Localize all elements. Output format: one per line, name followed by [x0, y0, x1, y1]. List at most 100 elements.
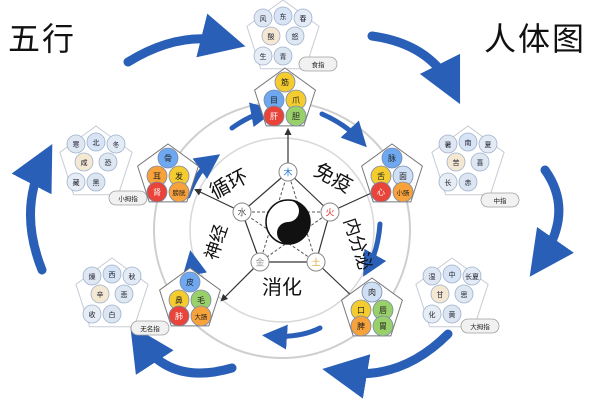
outer-bubble-label: 咸 — [81, 158, 88, 167]
inner-bubble-label: 筋 — [281, 77, 289, 87]
outer-bubble-label: 黑 — [93, 179, 100, 187]
outer-arrow — [529, 165, 574, 277]
outer-bubble: 收 — [82, 304, 102, 324]
ring-word-immunity: 免疫 — [310, 158, 357, 198]
inner-arrow — [319, 111, 367, 148]
inner-bubble-label: 耳 — [153, 172, 161, 181]
outer-arrow — [367, 31, 461, 105]
outer-bubble-label: 苦 — [453, 158, 460, 167]
inner-bubble: 大肠 — [190, 305, 212, 327]
outer-bubble-label: 暑 — [445, 141, 452, 149]
outer-bubble-label: 冬 — [113, 140, 120, 149]
outer-bubble-label: 夏 — [485, 141, 492, 149]
finger-pill: 中指 — [480, 192, 520, 208]
outer-bubble: 喜 — [470, 152, 490, 172]
outer-bubble-label: 东 — [280, 12, 287, 21]
outer-bubble: 湿 — [422, 266, 442, 286]
outer-bubble-label: 甘 — [437, 290, 444, 299]
finger-pill: 大拇指 — [460, 318, 500, 334]
outer-bubble: 春 — [293, 8, 313, 28]
outer-bubble: 生 — [253, 46, 273, 66]
inner-bubble-label: 毛 — [197, 295, 205, 305]
outer-bubble-label: 燥 — [89, 272, 96, 281]
inner-ring — [189, 137, 375, 323]
inner-bubble: 胃 — [372, 315, 394, 337]
finger-pill: 小拇指 — [108, 190, 148, 206]
outer-bubble-label: 藏 — [73, 178, 80, 187]
element-node-label: 水 — [237, 207, 246, 219]
outer-bubble: 西 — [102, 264, 122, 284]
controlling-line — [259, 211, 331, 263]
element-node-label: 金 — [255, 257, 264, 269]
cluster-fire: 暑 南 夏苦 喜长 赤中指 脉舌 面心 小肠 — [361, 125, 520, 208]
inner-bubble-label: 脾 — [357, 321, 365, 331]
inner-bubble: 筋 — [274, 71, 296, 93]
inner-bubble: 膀胱 — [168, 181, 190, 203]
element-node-label: 木 — [283, 167, 292, 179]
outer-bubble: 青 — [273, 46, 293, 66]
inner-bubble-label: 鼻 — [175, 295, 183, 305]
outer-bubble-label: 春 — [300, 14, 307, 23]
outer-bubble: 燥 — [82, 266, 102, 286]
outer-bubble-label: 赤 — [465, 179, 472, 187]
ring-word-nerve: 神经 — [201, 222, 232, 263]
outer-bubble-label: 湿 — [429, 272, 436, 281]
ring-word-digestion: 消化 — [262, 275, 302, 299]
outer-bubble-label: 中 — [449, 270, 456, 279]
element-node-label: 土 — [311, 257, 320, 269]
outer-bubble: 苦 — [446, 152, 466, 172]
inner-bubble-label: 舌 — [377, 171, 385, 181]
yin-yang-icon — [265, 199, 311, 245]
finger-label: 无名指 — [140, 324, 160, 333]
outer-bubble-label: 青 — [280, 52, 287, 61]
outer-bubble: 思 — [454, 284, 474, 304]
inner-bubble: 心 — [370, 181, 392, 203]
outer-bubble-label: 化 — [429, 310, 436, 319]
inner-bubble-label: 爪 — [292, 96, 300, 105]
inner-bubble-label: 肉 — [368, 287, 376, 297]
outer-bubble-label: 风 — [260, 15, 267, 23]
outer-bubble: 南 — [458, 132, 478, 152]
finger-pill: 食指 — [298, 56, 338, 72]
inner-bubble-label: 胆 — [292, 112, 300, 121]
outer-bubble-label: 西 — [109, 271, 116, 279]
inner-bubble-label: 膀胱 — [173, 188, 187, 197]
inner-bubble-label: 肾 — [153, 188, 161, 197]
inner-arrow — [262, 324, 323, 350]
outer-bubble-label: 恐 — [105, 159, 112, 167]
inner-bubble-label: 骨 — [164, 154, 172, 163]
outer-bubble-label: 长 — [445, 178, 452, 187]
outer-bubble: 黑 — [86, 172, 106, 192]
title-human-body-chart: 人体图 — [483, 20, 586, 58]
outer-bubble-label: 长夏 — [465, 272, 479, 281]
inner-bubble-label: 大肠 — [195, 312, 209, 321]
inner-bubble-label: 脉 — [388, 153, 396, 163]
inner-bubble-label: 胃 — [379, 322, 387, 331]
outer-bubble-label: 北 — [93, 139, 100, 147]
outer-arrow — [130, 324, 237, 378]
outer-bubble-label: 白 — [109, 310, 116, 319]
inner-bubble: 脾 — [350, 315, 372, 337]
outer-bubble: 黄 — [442, 304, 462, 324]
inner-bubble: 肺 — [168, 305, 190, 327]
inner-bubble: 皮 — [179, 271, 201, 293]
inner-bubble-label: 肝 — [270, 112, 278, 121]
cluster-earth: 湿 中长夏甘 思化 黄大拇指 肉口 唇脾 胃 — [341, 257, 500, 337]
finger-pill: 无名指 — [130, 320, 170, 336]
outer-bubble-label: 悲 — [121, 290, 128, 299]
outer-bubble: 咸 — [74, 152, 94, 172]
element-node-metal: 金 — [250, 252, 270, 272]
title-five-elements: 五行 — [8, 20, 77, 58]
inner-bubble: 肾 — [146, 181, 168, 203]
outer-bubble: 风 — [253, 8, 273, 28]
outer-bubble-label: 寒 — [73, 140, 80, 149]
element-node-earth: 土 — [306, 252, 326, 272]
inner-bubble: 爪 — [285, 89, 307, 111]
outer-bubble-label: 南 — [465, 138, 472, 147]
outer-bubble: 寒 — [66, 134, 86, 154]
outer-bubble-label: 思 — [461, 291, 468, 299]
inner-bubble-label: 心 — [377, 188, 385, 197]
